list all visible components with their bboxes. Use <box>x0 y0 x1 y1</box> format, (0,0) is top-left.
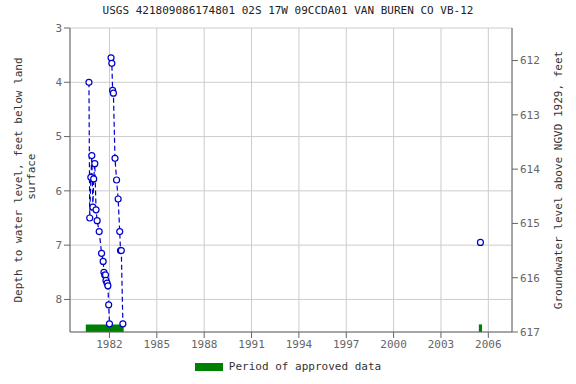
html-text:Period of approved data: Period of approved data <box>228 360 382 373</box>
svg-text:612: 612 <box>520 54 540 67</box>
svg-text:616: 616 <box>520 272 540 285</box>
svg-text:1985: 1985 <box>144 338 171 351</box>
svg-text:613: 613 <box>520 109 540 122</box>
svg-text:1991: 1991 <box>238 338 265 351</box>
svg-text:2000: 2000 <box>380 338 407 351</box>
svg-text:1994: 1994 <box>286 338 313 351</box>
svg-text:614: 614 <box>520 163 540 176</box>
svg-text:5: 5 <box>55 130 62 143</box>
svg-text:1997: 1997 <box>333 338 360 351</box>
svg-text:3: 3 <box>55 22 62 35</box>
svg-text:6: 6 <box>55 185 62 198</box>
svg-text:1988: 1988 <box>191 338 218 351</box>
html-text:USGS 421809086174801 02S 17W 0: USGS 421809086174801 02S 17W 09CCDA01 VA… <box>102 4 474 17</box>
svg-text:2003: 2003 <box>428 338 455 351</box>
svg-text:615: 615 <box>520 217 540 230</box>
svg-text:8: 8 <box>55 293 62 306</box>
svg-text:4: 4 <box>55 76 62 89</box>
svg-text:1982: 1982 <box>96 338 123 351</box>
svg-text:617: 617 <box>520 326 540 339</box>
svg-text:7: 7 <box>55 239 62 252</box>
svg-text:2006: 2006 <box>475 338 502 351</box>
svg-text:Groundwater level above NGVD 1: Groundwater level above NGVD 1929, feet <box>552 51 565 309</box>
svg-text:Depth to water level, feet bel: Depth to water level, feet below land su… <box>12 57 38 302</box>
